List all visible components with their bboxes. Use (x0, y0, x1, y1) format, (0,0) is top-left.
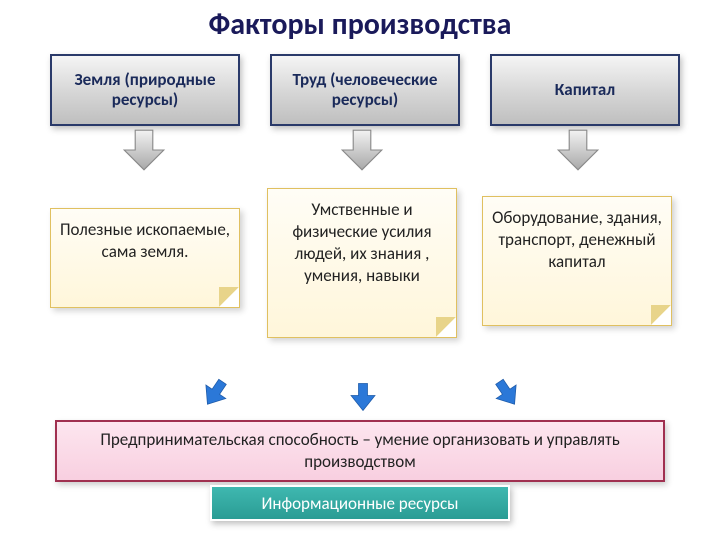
header-row: Земля (природные ресурсы) Труд (человече… (50, 54, 680, 126)
blue-arrow-icon (194, 372, 236, 414)
blue-arrow-icon (486, 372, 528, 414)
header-labor: Труд (человеческие ресурсы) (270, 54, 460, 126)
note-capital-text: Оборудование, здания, транспорт, денежны… (492, 207, 662, 272)
header-capital: Капитал (490, 54, 680, 126)
header-land: Земля (природные ресурсы) (50, 54, 240, 126)
header-labor-label: Труд (человеческие ресурсы) (272, 70, 458, 109)
note-land-text: Полезные ископаемые, сама земля. (60, 219, 230, 262)
header-capital-label: Капитал (555, 80, 615, 100)
arrow-down-icon (556, 128, 600, 172)
note-capital: Оборудование, здания, транспорт, денежны… (482, 196, 672, 326)
note-land: Полезные ископаемые, сама земля. (50, 208, 240, 308)
header-land-label: Земля (природные ресурсы) (52, 70, 238, 109)
page-title: Факторы производства (0, 0, 720, 43)
blue-arrow-icon (348, 382, 378, 412)
note-labor-text: Умственные и физические усилия людей, их… (292, 199, 431, 286)
arrow-down-icon (340, 128, 384, 172)
entrepreneur-box: Предпринимательская способность – умение… (55, 420, 665, 482)
entrepreneur-text: Предпринимательская способность – умение… (77, 429, 643, 473)
info-resources-box: Информационные ресурсы (210, 485, 510, 521)
info-resources-text: Информационные ресурсы (261, 493, 458, 514)
note-labor: Умственные и физические усилия людей, их… (267, 188, 457, 338)
arrow-down-icon (122, 128, 166, 172)
